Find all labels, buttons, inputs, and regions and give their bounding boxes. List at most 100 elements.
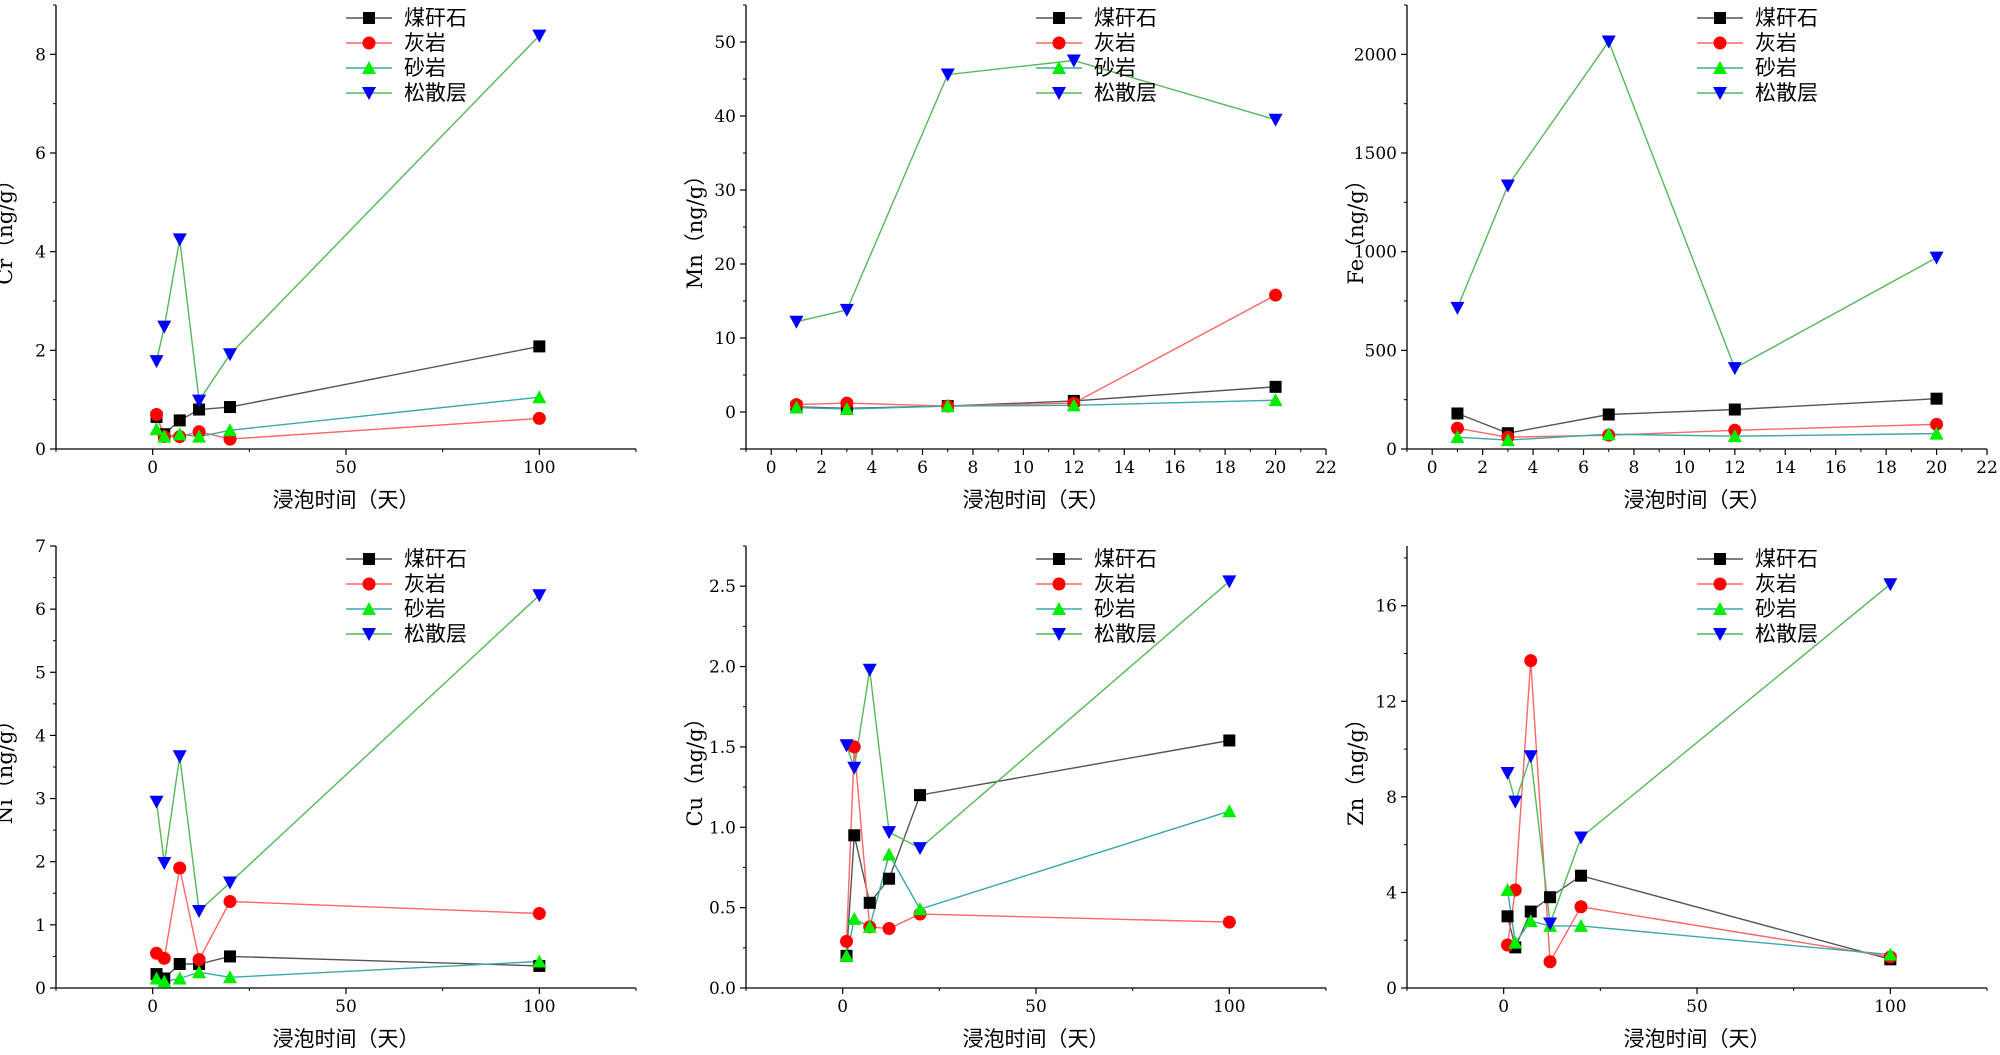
data-point-4	[1508, 795, 1523, 809]
data-point-4	[192, 904, 207, 918]
legend-label: 砂岩	[1094, 597, 1136, 621]
y-tick-label: 1500	[1354, 144, 1397, 164]
legend-marker	[1713, 602, 1727, 615]
legend-marker	[1053, 12, 1065, 24]
legend-marker	[1714, 12, 1726, 24]
data-point-3	[1066, 398, 1081, 412]
data-point-1	[1269, 380, 1282, 393]
series-line-4	[155, 35, 540, 403]
legend-marker	[1713, 36, 1727, 50]
y-tick-label: 0	[1386, 979, 1397, 999]
data-point-4	[172, 750, 187, 764]
series-line-4	[796, 59, 1276, 323]
x-axis-title: 浸泡时间（天）	[273, 488, 420, 512]
data-point-1	[848, 829, 861, 842]
data-point-4	[157, 856, 172, 870]
y-tick-label: 30	[714, 181, 736, 201]
data-point-2	[1269, 288, 1283, 302]
legend-label: 灰岩	[1755, 31, 1797, 55]
data-point-4	[913, 842, 927, 856]
x-tick-label: 0	[147, 458, 158, 478]
x-tick-label: 20	[1926, 458, 1948, 478]
x-tick-label: 6	[917, 458, 928, 478]
data-point-3	[1500, 883, 1515, 897]
legend-label: 煤矸石	[1755, 547, 1818, 571]
data-point-2	[157, 951, 171, 965]
data-point-2	[840, 934, 854, 948]
y-axis-title: Fe（ng/g）	[1344, 169, 1368, 284]
data-point-2	[1222, 915, 1236, 929]
legend-marker	[1713, 61, 1727, 74]
x-tick-label: 22	[1976, 458, 1998, 478]
x-axis-title: 浸泡时间（天）	[963, 488, 1110, 512]
data-point-3	[1883, 947, 1898, 961]
y-tick-label: 8	[1386, 788, 1397, 808]
legend-marker	[362, 628, 376, 641]
legend-marker	[362, 602, 376, 615]
x-tick-label: 14	[1774, 458, 1796, 478]
y-axis-title: Cu（ng/g）	[683, 707, 707, 826]
data-point-4	[1929, 251, 1944, 265]
legend-marker	[1714, 553, 1726, 565]
legend-label: 灰岩	[1755, 572, 1797, 596]
data-point-4	[192, 394, 207, 408]
data-point-3	[882, 847, 897, 861]
x-tick-label: 50	[1025, 997, 1047, 1017]
series-line-2	[796, 294, 1276, 407]
legend-label: 砂岩	[404, 597, 446, 621]
legend-marker	[1713, 87, 1727, 100]
y-tick-label: 2000	[1354, 45, 1397, 65]
legend-label: 灰岩	[404, 31, 446, 55]
data-point-4	[839, 739, 854, 753]
data-point-3	[157, 429, 172, 443]
x-tick-label: 0	[766, 458, 777, 478]
data-point-2	[1930, 417, 1944, 431]
data-point-4	[1066, 54, 1081, 68]
legend-label: 松散层	[1755, 622, 1818, 646]
data-point-3	[223, 970, 237, 984]
legend-marker	[1053, 553, 1065, 565]
data-point-1	[1544, 891, 1557, 904]
legend-marker	[362, 577, 376, 591]
y-axis-title: Cr（ng/g）	[0, 169, 17, 285]
y-tick-label: 40	[714, 107, 736, 127]
y-tick-label: 0	[1386, 440, 1397, 460]
data-point-4	[839, 303, 854, 317]
data-point-1	[193, 403, 206, 416]
data-point-2	[1524, 654, 1538, 668]
x-tick-label: 2	[1477, 458, 1488, 478]
data-point-3	[192, 965, 207, 979]
series-line-2	[845, 746, 1230, 942]
legend-label: 砂岩	[1094, 56, 1136, 80]
data-point-4	[172, 233, 187, 247]
x-tick-label: 0	[837, 997, 848, 1017]
data-point-3	[847, 911, 862, 925]
legend-marker	[1052, 61, 1066, 74]
data-point-1	[1728, 403, 1741, 416]
x-tick-label: 16	[1825, 458, 1847, 478]
data-point-1	[173, 414, 186, 427]
y-axis-title: Ni（ng/g）	[0, 710, 17, 825]
x-tick-label: 50	[335, 997, 357, 1017]
series-line-3	[1506, 889, 1891, 956]
legend-label: 松散层	[1094, 81, 1157, 105]
x-axis-title: 浸泡时间（天）	[1624, 488, 1771, 512]
y-tick-label: 0.0	[709, 979, 736, 999]
x-tick-label: 6	[1578, 458, 1589, 478]
x-tick-label: 18	[1875, 458, 1897, 478]
data-point-2	[532, 411, 546, 425]
series-line-4	[845, 580, 1230, 850]
y-tick-label: 0	[725, 403, 736, 423]
x-tick-label: 100	[523, 997, 555, 1017]
y-tick-label: 12	[1375, 692, 1397, 712]
y-tick-label: 2	[35, 341, 46, 361]
chart-panel-2: 0 10 20 30 40 50 0 2 4 6 8 10 12 14 16 18 20 22 浸泡时间（天） Mn（…	[683, 4, 1337, 512]
x-tick-label: 12	[1724, 458, 1746, 478]
x-axis-title: 浸泡时间（天）	[1624, 1027, 1771, 1051]
legend-label: 灰岩	[404, 572, 446, 596]
data-point-4	[862, 663, 877, 677]
y-tick-label: 10	[714, 329, 736, 349]
